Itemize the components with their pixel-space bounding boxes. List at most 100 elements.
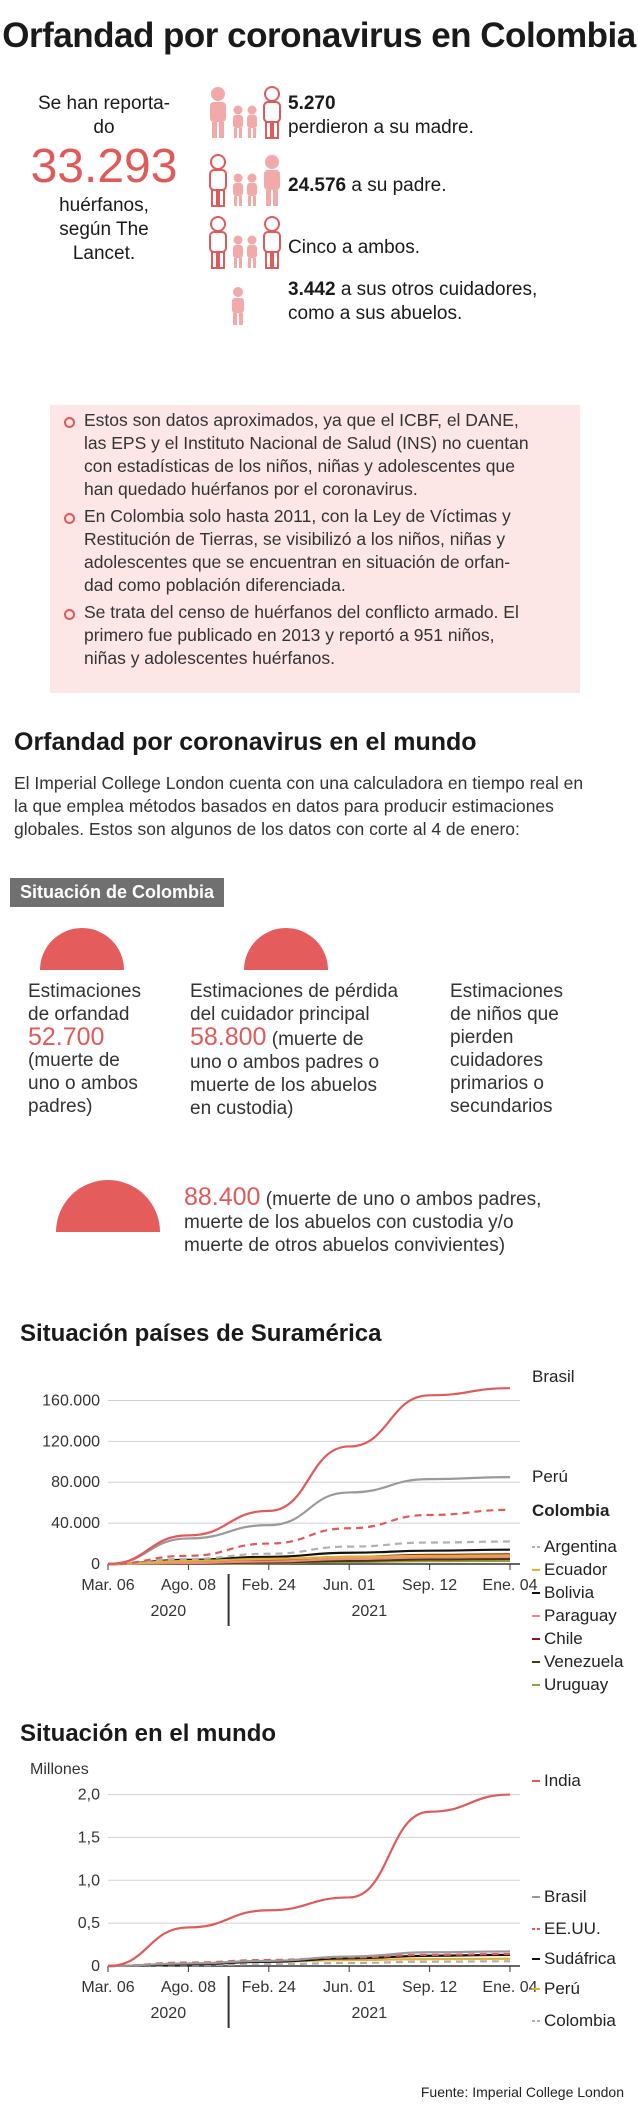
estimate-line: Estimaciones xyxy=(28,981,141,1002)
series-line-brasil xyxy=(107,1950,511,1968)
estimate-secondary: Estimaciones de niños que pierden cuidad… xyxy=(450,980,590,1118)
intro-line: do xyxy=(93,117,115,138)
estimate-line: (muerte de xyxy=(266,1029,364,1050)
y-tick-label: 120.000 xyxy=(42,1433,100,1450)
series-label: Colombia xyxy=(532,1501,610,1520)
notes-box: Estos son datos aproximados, ya que el I… xyxy=(50,405,580,693)
stat-both: Cinco a ambos. xyxy=(288,236,420,260)
stat-text: perdieron a su madre. xyxy=(288,117,474,138)
chart1-title: Situación países de Suramérica xyxy=(20,1320,382,1347)
note-line: con estadísticas de los niños, niñas y a… xyxy=(84,456,515,476)
note-line: adolescentes que se encuentran en situac… xyxy=(84,552,511,572)
x-tick-label: Mar. 06 xyxy=(81,1577,134,1594)
dome-icon xyxy=(56,1180,160,1232)
note-line: primero fue publicado en 2013 y reportó … xyxy=(84,625,495,645)
series-label: Perú xyxy=(532,1467,568,1486)
series-label: EE.UU. xyxy=(544,1919,601,1938)
series-line-india xyxy=(107,1793,511,1968)
series-line-colombia xyxy=(107,1960,511,1968)
estimate-line: muerte de los abuelos con custodia y/o xyxy=(184,1212,514,1233)
source-note: Fuente: Imperial College London xyxy=(420,2084,624,2100)
estimate-line: secundarios xyxy=(450,1096,553,1117)
note-line: Se trata del censo de huérfanos del conf… xyxy=(84,602,519,622)
paragraph-line: la que emplea métodos basados en datos p… xyxy=(14,796,554,816)
bullet-icon xyxy=(64,513,75,524)
stat-value: 5.270 xyxy=(288,93,336,114)
both-lost-icon xyxy=(209,216,281,269)
series-line-per xyxy=(107,1476,511,1566)
note-line: las EPS y el Instituto Nacional de Salud… xyxy=(84,433,529,453)
x-tick-label: Ene. 04 xyxy=(482,1577,537,1594)
x-tick-label: Sep. 12 xyxy=(402,1979,457,1996)
stat-text: Cinco a ambos. xyxy=(288,237,421,258)
intro-line: según The xyxy=(59,219,149,240)
note-line: En Colombia solo hasta 2011, con la Ley … xyxy=(84,506,511,526)
series-label: Brasil xyxy=(544,1887,587,1906)
year-label: 2020 xyxy=(151,2005,187,2022)
note-line: dad como población diferenciada. xyxy=(84,575,346,595)
year-label: 2021 xyxy=(352,2005,388,2022)
estimate-line: Estimaciones xyxy=(450,981,563,1002)
estimate-line: muerte de otros abuelos convivientes) xyxy=(184,1235,506,1256)
estimate-caregiver: Estimaciones de pérdida del cuidador pri… xyxy=(190,980,430,1120)
stat-value: 3.442 xyxy=(288,279,336,300)
estimate-line: uno o ambos xyxy=(28,1073,138,1094)
series-label: Paraguay xyxy=(544,1606,617,1625)
estimate-line: primarios o xyxy=(450,1073,544,1094)
intro-line: Lancet. xyxy=(72,243,136,264)
estimate-line: (muerte de uno o ambos padres, xyxy=(260,1189,542,1210)
x-tick-label: Jun. 01 xyxy=(323,1979,376,1996)
series-label: Argentina xyxy=(544,1537,617,1556)
note-line: niñas y adolescentes huérfanos. xyxy=(84,648,335,668)
father-lost-icon xyxy=(209,154,280,207)
world-paragraph: El Imperial College London cuenta con un… xyxy=(14,772,634,841)
series-label: Sudáfrica xyxy=(544,1949,616,1968)
stat-father: 24.576 a su padre. xyxy=(288,174,446,198)
series-label: Colombia xyxy=(544,2011,616,2030)
world-heading: Orfandad por coronavirus en el mundo xyxy=(14,728,477,756)
paragraph-line: globales. Estos son algunos de los datos… xyxy=(14,819,520,839)
note-line: Estos son datos aproximados, ya que el I… xyxy=(84,410,519,430)
y-tick-label: 80.000 xyxy=(51,1474,100,1491)
y-tick-label: 160.000 xyxy=(42,1392,100,1409)
y-tick-label: 1,5 xyxy=(78,1829,100,1846)
intro-block: Se han reporta- do 33.293 huérfanos, seg… xyxy=(24,92,184,266)
series-label: Brasil xyxy=(532,1367,575,1386)
x-tick-label: Jun. 01 xyxy=(323,1577,376,1594)
x-tick-label: Ene. 04 xyxy=(482,1979,537,1996)
stat-mother: 5.270 perdieron a su madre. xyxy=(288,92,474,140)
child-icon xyxy=(232,287,244,325)
series-label: Chile xyxy=(544,1629,583,1648)
estimate-line: (muerte de xyxy=(28,1050,120,1071)
estimate-line: en custodia) xyxy=(190,1098,294,1119)
x-tick-label: Mar. 06 xyxy=(81,1979,134,1996)
y-axis-label: Millones xyxy=(30,1761,89,1778)
x-tick-label: Feb. 24 xyxy=(242,1577,296,1594)
estimate-line: de niños que xyxy=(450,1004,559,1025)
stat-text: a su padre. xyxy=(351,175,447,196)
stat-caregivers: 3.442 a sus otros cuidadores, como a sus… xyxy=(288,278,537,326)
note-line: han quedado huérfanos por el coronavirus… xyxy=(84,479,418,499)
series-label: Perú xyxy=(544,1979,580,1998)
note-item: Se trata del censo de huérfanos del conf… xyxy=(84,601,569,670)
estimate-line: muerte de los abuelos xyxy=(190,1075,377,1096)
year-label: 2020 xyxy=(151,1603,187,1620)
estimate-line: padres) xyxy=(28,1096,93,1117)
estimate-line: pierden xyxy=(450,1027,514,1048)
estimate-value: 58.800 xyxy=(190,1023,267,1051)
series-label: India xyxy=(544,1771,581,1790)
estimate-line: uno o ambos padres o xyxy=(190,1052,380,1073)
estimate-line: Estimaciones de pérdida xyxy=(190,981,399,1002)
estimate-line: cuidadores xyxy=(450,1050,543,1071)
note-item: Estos son datos aproximados, ya que el I… xyxy=(84,409,569,501)
page-title: Orfandad por coronavirus en Colombia xyxy=(2,16,636,55)
mother-lost-icon xyxy=(210,86,281,139)
bullet-icon xyxy=(64,609,75,620)
stat-text: a sus otros cuidadores, xyxy=(340,279,538,300)
chart2-title: Situación en el mundo xyxy=(20,1720,277,1747)
situation-badge: Situación de Colombia xyxy=(10,878,225,907)
y-tick-label: 2,0 xyxy=(78,1787,100,1804)
dome-icon xyxy=(244,928,328,970)
bullet-icon xyxy=(64,417,75,428)
world-chart: Millones 2,0 1,5 1,0 0,5 0 Mar. 06 Ago. 08 Feb. … xyxy=(30,1761,616,2030)
